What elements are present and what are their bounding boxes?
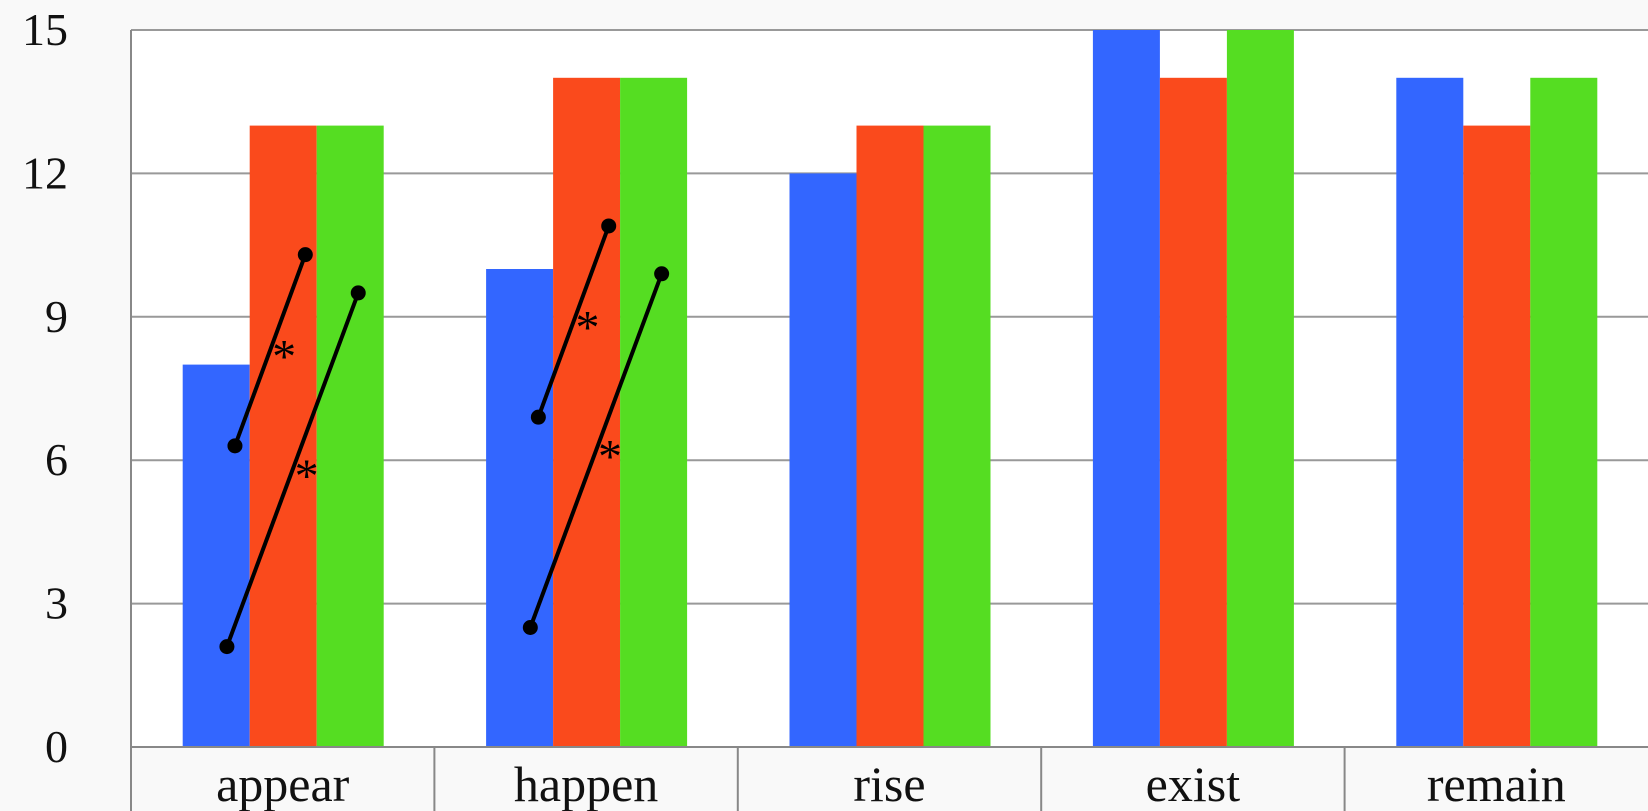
- significance-star: *: [272, 330, 296, 383]
- bar-rise-series-1: [789, 173, 857, 747]
- bar-rise-series-3: [923, 125, 991, 748]
- bar-remain-series-2: [1463, 125, 1531, 748]
- y-tick-label-6: 6: [45, 434, 68, 485]
- y-tick-label-3: 3: [45, 578, 68, 629]
- bar-exist-series-3: [1226, 30, 1294, 747]
- significance-point-end: [350, 285, 366, 301]
- bar-rise-series-2: [856, 125, 924, 748]
- x-tick-label-remain: remain: [1427, 756, 1566, 811]
- bar-remain-series-1: [1396, 77, 1464, 748]
- x-tick-label-rise: rise: [853, 756, 925, 811]
- y-tick-label-0: 0: [45, 721, 68, 772]
- y-tick-label-9: 9: [45, 291, 68, 342]
- bar-remain-series-3: [1530, 77, 1598, 748]
- significance-star: *: [598, 431, 622, 484]
- y-tick-label-15: 15: [22, 4, 68, 55]
- significance-point-start: [219, 639, 235, 655]
- significance-line-happen-3: [528, 273, 664, 629]
- significance-point-start: [530, 409, 546, 425]
- bar-exist-series-2: [1159, 77, 1227, 748]
- y-tick-label-12: 12: [22, 147, 68, 198]
- x-tick-label-exist: exist: [1146, 756, 1241, 811]
- significance-point-end: [297, 247, 313, 263]
- significance-star: *: [576, 302, 600, 355]
- bar-appear-series-1: [182, 364, 250, 747]
- x-tick-label-appear: appear: [216, 756, 350, 811]
- significance-line-appear-1: [225, 292, 361, 648]
- significance-star: *: [295, 450, 319, 503]
- significance-point-end: [601, 218, 617, 234]
- bar-happen-series-3: [620, 77, 688, 748]
- bar-happen-series-1: [486, 269, 554, 747]
- significance-point-start: [522, 620, 538, 635]
- bar-appear-series-3: [316, 125, 384, 748]
- significance-line-appear-0: [233, 253, 308, 447]
- bar-exist-series-1: [1092, 30, 1160, 747]
- significance-point-end: [654, 266, 670, 282]
- significance-line-happen-2: [536, 225, 611, 418]
- x-tick-label-happen: happen: [514, 756, 658, 811]
- significance-point-start: [227, 438, 243, 454]
